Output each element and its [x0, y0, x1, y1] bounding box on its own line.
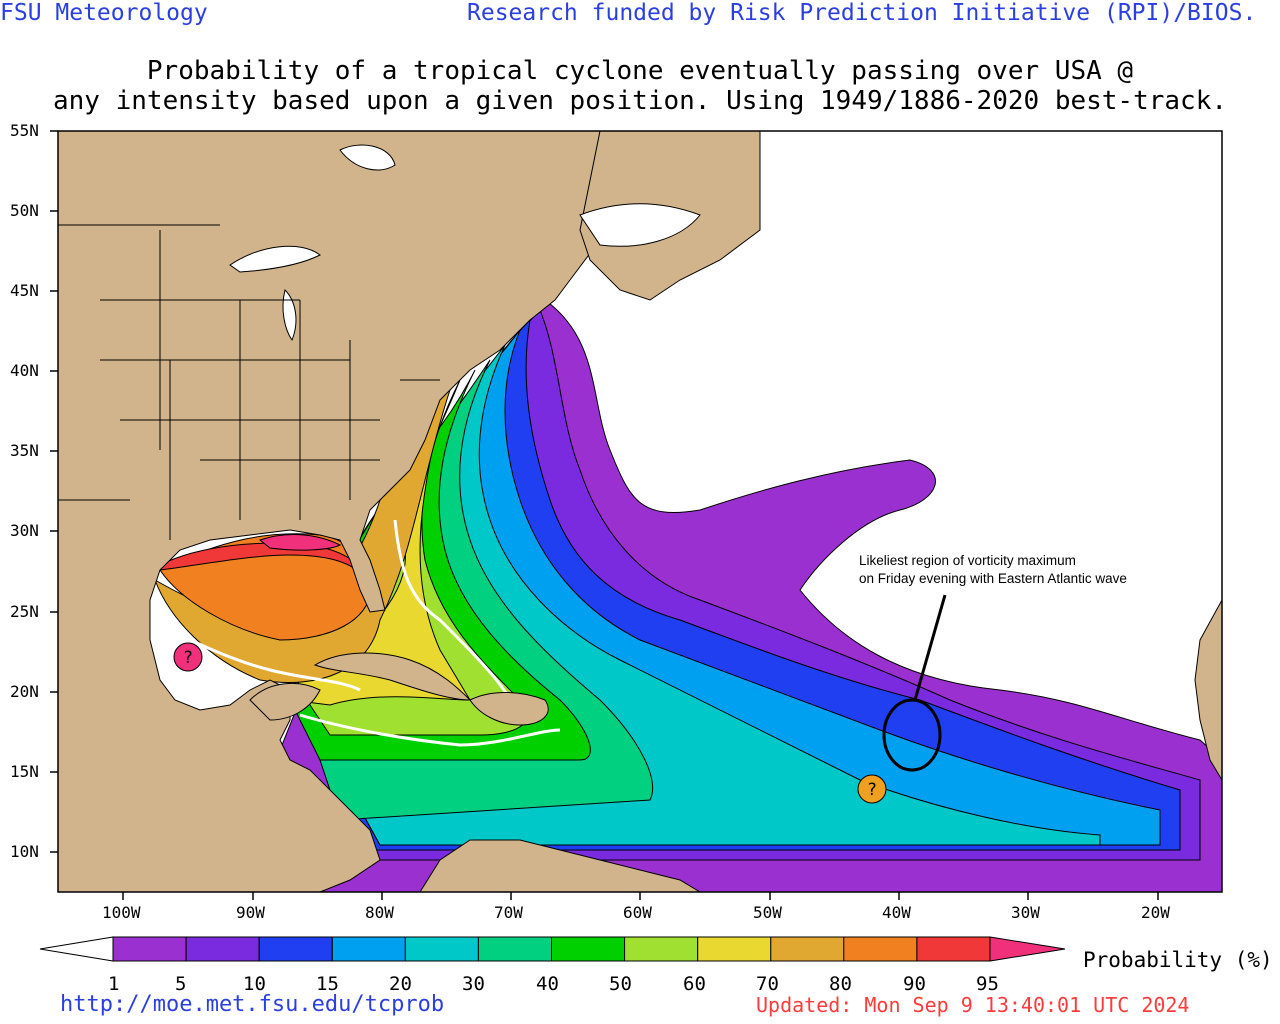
annotation-line-1: Likeliest region of vorticity maximum [859, 553, 1076, 568]
colorbar-tick-40: 40 [536, 973, 559, 995]
lon-ticks [122, 892, 1159, 900]
colorbar [39, 936, 1066, 962]
source-url[interactable]: http://moe.met.fsu.edu/tcprob [60, 992, 445, 1017]
lat-label-20n: 20N [10, 682, 39, 701]
atlantic-question-marker: ? [857, 774, 887, 804]
colorbar-tick-90: 90 [903, 973, 926, 995]
title-line-2: any intensity based upon a given positio… [53, 86, 1227, 116]
lat-label-45n: 45N [10, 281, 39, 300]
colorbar-tick-5: 5 [175, 973, 187, 995]
lat-ticks [50, 130, 58, 853]
annotation-line-2: on Friday evening with Eastern Atlantic … [859, 571, 1127, 586]
colorbar-cell [258, 936, 333, 962]
colorbar-cell [916, 936, 991, 962]
yucatan-land [249, 682, 321, 721]
colorbar-tick-60: 60 [683, 973, 706, 995]
colorbar-cell [697, 936, 772, 962]
atlantic-question-symbol: ? [867, 780, 877, 800]
gulf-question-marker: ? [173, 642, 203, 672]
lat-label-40n: 40N [10, 361, 39, 380]
lon-label-90w: 90W [236, 903, 265, 922]
colorbar-tick-1: 1 [108, 973, 120, 995]
colorbar-cell [185, 936, 260, 962]
colorbar-cell [404, 936, 479, 962]
lakes-water [229, 144, 701, 342]
colorbar-cell [112, 936, 187, 962]
gulf-question-symbol: ? [183, 648, 193, 668]
lon-label-70w: 70W [494, 903, 523, 922]
contour-line-50 [159, 519, 561, 747]
lat-label-10n: 10N [10, 842, 39, 861]
lon-label-60w: 60W [623, 903, 652, 922]
colorbar-cell [331, 936, 406, 962]
political-boundaries [58, 224, 440, 540]
lon-label-100w: 100W [102, 903, 141, 922]
north-america-land [58, 131, 701, 892]
header-left: FSU Meteorology [0, 0, 208, 26]
colorbar-cells [112, 936, 991, 962]
lon-label-50w: 50W [753, 903, 782, 922]
colorbar-cell [843, 936, 918, 962]
lat-label-30n: 30N [10, 521, 39, 540]
colorbar-cell [477, 936, 552, 962]
africa-land [1194, 599, 1222, 781]
lat-label-25n: 25N [10, 602, 39, 621]
colorbar-tick-50: 50 [609, 973, 632, 995]
colorbar-tick-70: 70 [756, 973, 779, 995]
lon-label-80w: 80W [365, 903, 394, 922]
lon-label-30w: 30W [1011, 903, 1040, 922]
colorbar-cell [551, 936, 626, 962]
colorbar-tick-10: 10 [243, 973, 266, 995]
contour-fill-95 [258, 534, 342, 551]
colorbar-low-arrow [39, 936, 114, 962]
colorbar-cell [624, 936, 699, 962]
lat-label-35n: 35N [10, 441, 39, 460]
colorbar-tick-20: 20 [389, 973, 412, 995]
header-right: Research funded by Risk Prediction Initi… [467, 0, 1257, 26]
lon-label-40w: 40W [882, 903, 911, 922]
updated-timestamp: Updated: Mon Sep 9 13:40:01 UTC 2024 [756, 993, 1190, 1017]
lat-label-55n: 55N [10, 121, 39, 140]
hispaniola-land [469, 692, 549, 726]
colorbar-tick-95: 95 [976, 973, 999, 995]
colorbar-cell [770, 936, 845, 962]
colorbar-label: Probability (%) [1083, 948, 1273, 972]
south-america-land [419, 839, 701, 892]
colorbar-tick-15: 15 [316, 973, 339, 995]
lat-label-15n: 15N [10, 762, 39, 781]
colorbar-tick-80: 80 [829, 973, 852, 995]
title-line-1: Probability of a tropical cyclone eventu… [146, 56, 1134, 86]
annotation-pointer [913, 594, 947, 701]
colorbar-high-arrow [989, 936, 1066, 962]
lat-label-50n: 50N [10, 201, 39, 220]
lon-label-20w: 20W [1141, 903, 1170, 922]
colorbar-tick-30: 30 [462, 973, 485, 995]
vorticity-ellipse [882, 698, 942, 772]
